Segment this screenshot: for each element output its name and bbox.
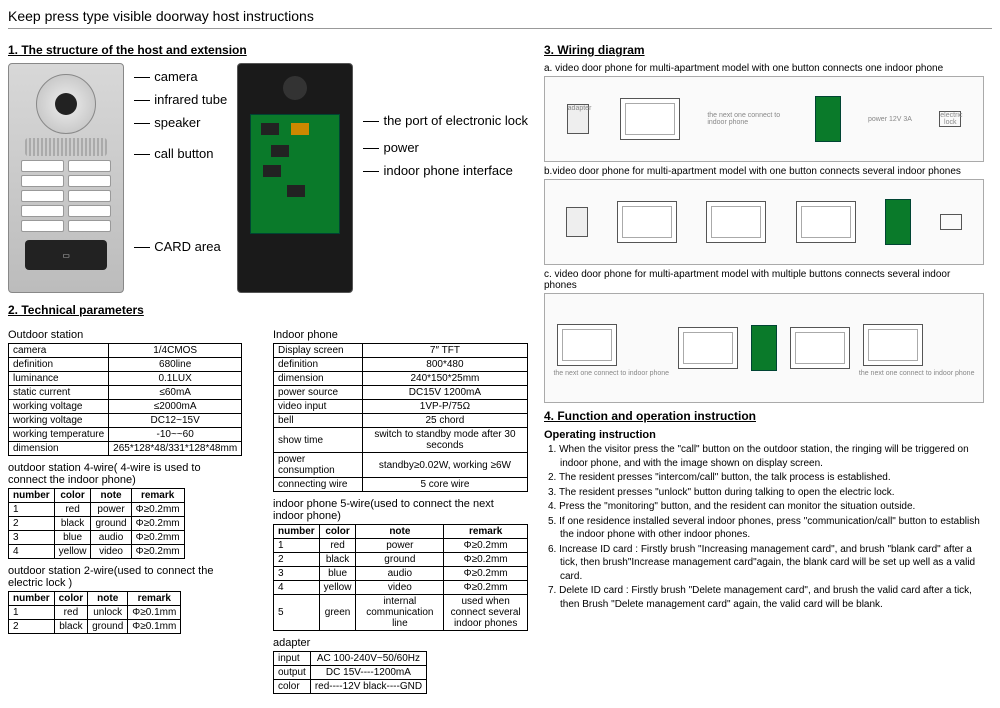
wire4-title: outdoor station 4-wire( 4-wire is used t…: [8, 462, 218, 486]
monitor-icon: [863, 324, 923, 366]
main-columns: 1. The structure of the host and extensi…: [8, 37, 992, 700]
device-back: [237, 63, 353, 293]
monitor-icon: [796, 201, 856, 243]
label-cardarea: CARD area: [134, 239, 227, 254]
power-label: power 12V 3A: [868, 116, 912, 123]
wiring-c-caption: c. video door phone for multi-apartment …: [544, 269, 984, 291]
operating-step: 5. If one residence installed several in…: [548, 515, 984, 542]
label-callbutton: call button: [134, 146, 227, 161]
doorstation-icon: [885, 199, 911, 245]
adapter-table: inputAC 100-240V~50/60HzoutputDC 15V----…: [273, 651, 427, 694]
monitor-icon: [678, 327, 738, 369]
operating-step: 4. Press the "monitoring" button, and th…: [548, 500, 984, 514]
left-column: 1. The structure of the host and extensi…: [8, 37, 528, 700]
wire5-table: numbercolornoteremark1redpowerΦ≥0.2mm2bl…: [273, 524, 528, 631]
wire5-title: indoor phone 5-wire(used to connect the …: [273, 498, 513, 522]
label-camera: camera: [134, 69, 227, 84]
wiring-a-diagram: adapter the next one connect to indoor p…: [544, 76, 984, 162]
monitor-icon: [790, 327, 850, 369]
outdoor-title: Outdoor station: [8, 329, 263, 341]
label-power: power: [363, 140, 528, 155]
right-column: 3. Wiring diagram a. video door phone fo…: [544, 37, 984, 700]
label-indoorif: indoor phone interface: [363, 163, 528, 178]
adapter-title: adapter: [273, 637, 528, 649]
outdoor-spec-table: camera1/4CMOSdefinition680lineluminance0…: [8, 343, 242, 456]
operating-step: 6. Increase ID card : Firstly brush "Inc…: [548, 543, 984, 584]
monitor-icon: [557, 324, 617, 366]
lock-icon: [940, 214, 962, 230]
wiring-a-caption: a. video door phone for multi-apartment …: [544, 63, 984, 74]
operating-step: 7. Delete ID card : Firstly brush "Delet…: [548, 584, 984, 611]
wiring-b-caption: b.video door phone for multi-apartment m…: [544, 166, 984, 177]
pcb: [250, 114, 340, 234]
adapter-icon: adapter: [567, 104, 589, 134]
adapter-icon: [566, 207, 588, 237]
doorstation-icon: [751, 325, 777, 371]
operating-heading: Operating instruction: [544, 429, 984, 441]
indoor-spec-table: Display screen7″ TFTdefinition800*480dim…: [273, 343, 528, 492]
camera-lens: [55, 93, 77, 115]
label-speaker: speaker: [134, 115, 227, 130]
section4-heading: 4. Function and operation instruction: [544, 409, 984, 423]
wiring-c-diagram: the next one connect to indoor phone the…: [544, 293, 984, 403]
next-connect-label: the next one connect to indoor phone: [707, 112, 787, 126]
section2-heading: 2. Technical parameters: [8, 303, 528, 317]
card-area: ▭: [25, 240, 107, 270]
spec-tables: Outdoor station camera1/4CMOSdefinition6…: [8, 323, 528, 700]
label-lockport: the port of electronic lock: [363, 113, 528, 128]
camera-circle: [36, 74, 96, 134]
monitor-icon: [617, 201, 677, 243]
operating-steps: 1. When the visitor press the "call" but…: [544, 443, 984, 611]
wire4-table: numbercolornoteremark1redpowerΦ≥0.2mm2bl…: [8, 488, 185, 559]
lock-icon: electric lock: [939, 111, 961, 127]
label-infrared: infrared tube: [134, 92, 227, 107]
monitor-icon: [706, 201, 766, 243]
section1-heading: 1. The structure of the host and extensi…: [8, 43, 528, 57]
operating-step: 2. The resident presses "intercom/call" …: [548, 471, 984, 485]
section3-heading: 3. Wiring diagram: [544, 43, 984, 57]
wire2-title: outdoor station 2-wire(used to connect t…: [8, 565, 218, 589]
front-labels: camera infrared tube speaker call button…: [134, 63, 227, 293]
structure-diagram: ▭ camera infrared tube speaker call butt…: [8, 63, 528, 293]
doorstation-icon: [815, 96, 841, 142]
monitor-icon: [620, 98, 680, 140]
device-front: ▭: [8, 63, 124, 293]
wiring-b-diagram: [544, 179, 984, 265]
indoor-title: Indoor phone: [273, 329, 528, 341]
speaker-grill: [25, 138, 107, 156]
operating-step: 1. When the visitor press the "call" but…: [548, 443, 984, 470]
page-title: Keep press type visible doorway host ins…: [8, 8, 992, 29]
operating-step: 3. The resident presses "unlock" button …: [548, 486, 984, 500]
wire2-table: numbercolornoteremark1redunlockΦ≥0.1mm2b…: [8, 591, 181, 634]
back-labels: the port of electronic lock power indoor…: [363, 63, 528, 293]
